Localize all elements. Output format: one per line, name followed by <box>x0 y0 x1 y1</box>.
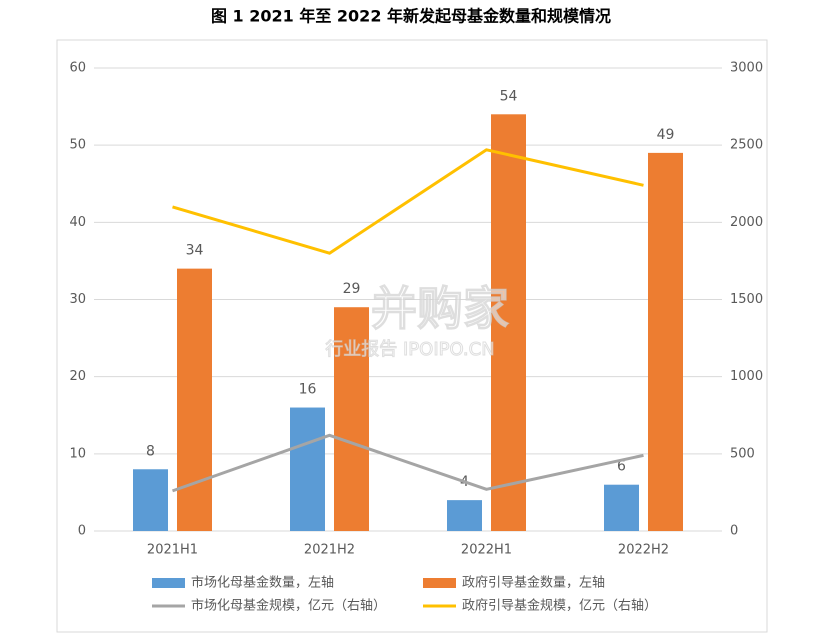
y-tick-label: 40 <box>69 215 86 230</box>
data-label: 6 <box>617 459 626 475</box>
y2-tick-label: 1500 <box>730 292 763 307</box>
data-label: 54 <box>500 88 518 104</box>
bar <box>290 407 325 531</box>
bar <box>334 307 369 531</box>
y2-tick-label: 500 <box>730 446 755 461</box>
y2-tick-label: 3000 <box>730 61 763 76</box>
legend-swatch <box>423 578 456 588</box>
data-label: 8 <box>146 443 155 459</box>
y-tick-label: 10 <box>69 446 86 461</box>
x-tick-label: 2022H2 <box>618 543 669 558</box>
bar <box>133 469 168 531</box>
legend-label: 政府引导基金规模，亿元（右轴） <box>462 598 657 614</box>
chart-title: 图 1 2021 年至 2022 年新发起母基金数量和规模情况 <box>211 7 611 26</box>
y-tick-label: 30 <box>69 292 86 307</box>
x-tick-label: 2021H2 <box>304 543 355 558</box>
watermark: 并购家 <box>371 282 509 336</box>
bar <box>177 268 212 531</box>
bar <box>491 114 526 532</box>
y2-tick-label: 1000 <box>730 369 763 384</box>
data-label: 49 <box>657 127 675 143</box>
chart-frame <box>56 39 768 633</box>
y-tick-label: 0 <box>78 524 86 539</box>
y-tick-label: 20 <box>69 369 86 384</box>
x-tick-label: 2022H1 <box>461 543 512 558</box>
bar <box>604 484 639 531</box>
legend-label: 政府引导基金数量，左轴 <box>462 575 605 591</box>
y2-tick-label: 0 <box>730 524 738 539</box>
y-tick-label: 50 <box>69 138 86 153</box>
y-tick-label: 60 <box>69 61 86 76</box>
legend-swatch <box>152 578 185 588</box>
y2-tick-label: 2500 <box>730 138 763 153</box>
legend-label: 市场化母基金数量，左轴 <box>191 575 334 591</box>
y2-tick-label: 2000 <box>730 215 763 230</box>
data-label: 34 <box>186 243 204 259</box>
watermark: 行业报告 IPOIPO.CN <box>325 339 494 360</box>
line <box>172 148 644 255</box>
data-label: 16 <box>299 382 317 398</box>
bar <box>648 152 683 531</box>
bar <box>447 500 482 531</box>
line <box>171 433 644 493</box>
data-label: 29 <box>343 281 361 297</box>
legend-label: 市场化母基金规模，亿元（右轴） <box>191 598 386 614</box>
x-tick-label: 2021H1 <box>147 543 198 558</box>
